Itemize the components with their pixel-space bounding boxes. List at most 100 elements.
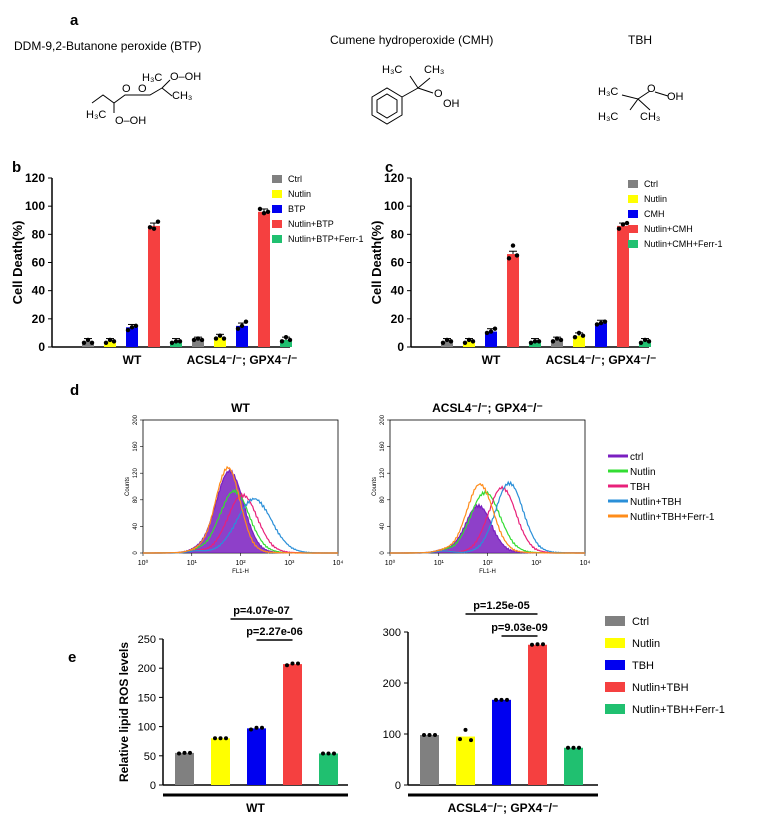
tbh-structure: H₃C O OH H₃C CH₃ — [598, 83, 684, 123]
d-ko-y-tick-label: 160 — [380, 441, 386, 452]
d-ko-y-tick-label: 0 — [380, 551, 386, 555]
e-wt-point — [188, 750, 192, 755]
c-point — [506, 256, 512, 261]
e-wt-point — [213, 736, 217, 741]
d-wt-histogram-nutlin-tbh-ferr-1 — [143, 465, 338, 554]
panel-label-b: b — [12, 159, 21, 176]
e-ko-y-tick-label: 0 — [395, 780, 401, 792]
b-legend-swatch — [272, 220, 282, 228]
cmh-title: Cumene hydroperoxide (CMH) — [330, 33, 493, 47]
b-legend-swatch — [272, 175, 282, 183]
c-group-label: WT — [482, 353, 501, 367]
d-wt-x-tick-label: 10³ — [284, 560, 295, 567]
panel-label-e: e — [68, 649, 76, 666]
c-point — [488, 329, 494, 334]
btp-label-4: O — [138, 83, 147, 95]
d-wt-y-tick-label: 0 — [133, 551, 139, 555]
btp-structure: H₃C O–OH O O CH₃ H₃C O–OH — [86, 71, 201, 127]
c-point — [440, 340, 446, 345]
b-legend-label: Nutlin+BTP+Ferr-1 — [288, 234, 364, 244]
b-legend-label: Nutlin — [288, 189, 311, 199]
e-legend-label: TBH — [632, 660, 654, 672]
b-legend-label: Nutlin+BTP — [288, 219, 334, 229]
e-wt-point — [224, 736, 228, 741]
e-ko-point — [505, 697, 509, 702]
c-point — [624, 220, 630, 226]
e-wt-point — [321, 751, 325, 756]
d-wt-y-label: Counts — [125, 477, 131, 496]
b-point — [173, 339, 179, 344]
d-wt-x-tick-label: 10⁰ — [138, 559, 149, 567]
c-legend-swatch — [628, 210, 638, 218]
b-y-tick-label: 20 — [32, 312, 46, 326]
e-ko-point — [422, 733, 426, 738]
c-legend-label: Nutlin+CMH — [644, 224, 693, 234]
e-wt-point — [254, 725, 259, 730]
d-legend-label: Nutlin+TBH+Ferr-1 — [630, 512, 715, 523]
e-ko-y-tick-label: 200 — [383, 678, 401, 690]
c-legend-swatch — [628, 240, 638, 248]
c-point — [620, 222, 626, 227]
b-bar — [192, 339, 204, 347]
d-ko-x-label: FL1-H — [479, 569, 496, 575]
e-wt-point — [177, 751, 181, 756]
btp-label-1: H₃C — [142, 72, 162, 84]
b-point — [239, 323, 245, 329]
d-legend-label: Nutlin — [630, 467, 656, 478]
c-legend-label: Nutlin — [644, 194, 667, 204]
b-y-tick-label: 100 — [25, 199, 45, 213]
b-group-label: WT — [123, 353, 142, 367]
chart-d-flow-ko: ACSL4⁻/⁻; GPX4⁻/⁻ 10⁰ 10¹ 10² 10³ 10⁴ 0 40 80 120… — [372, 401, 590, 575]
e-wt-group-label: WT — [246, 801, 265, 815]
d-ko-x-tick-label: 10¹ — [434, 560, 445, 567]
b-legend-swatch — [272, 235, 282, 243]
b-point — [287, 337, 293, 343]
e-ko-point — [571, 745, 576, 750]
d-ko-histogram-nutlin-tbh-ferr-1 — [390, 482, 585, 554]
chart-b-cell-death-btp: 0 20 40 60 80 100 120 Cell Death(%) WT ACSL4⁻/⁻; … — [10, 171, 364, 367]
b-y-tick-label: 40 — [32, 284, 46, 298]
d-ko-x-tick-label: 10⁰ — [385, 559, 396, 567]
b-point — [257, 206, 263, 212]
b-y-label: Cell Death(%) — [10, 221, 25, 305]
c-y-tick-label: 40 — [391, 284, 405, 298]
b-point — [147, 225, 153, 230]
b-point — [261, 211, 267, 216]
panel-label-a: a — [70, 12, 79, 29]
e-ko-point — [433, 733, 437, 738]
b-legend-swatch — [272, 205, 282, 213]
b-group-label: ACSL4⁻/⁻; GPX4⁻/⁻ — [187, 353, 298, 367]
c-point — [536, 339, 542, 344]
e-wt-point — [290, 661, 295, 666]
e-wt-bar — [283, 664, 302, 785]
c-bar — [595, 323, 607, 347]
b-point — [111, 339, 117, 344]
e-wt-y-tick-label: 0 — [150, 780, 156, 792]
b-point — [107, 337, 113, 343]
e-wt-bar — [247, 728, 266, 785]
c-point — [572, 334, 578, 340]
e-wt-p-value: p=2.27e-06 — [246, 626, 303, 638]
e-wt-bar — [211, 738, 230, 785]
b-point — [279, 339, 285, 344]
btp-label-2: O–OH — [170, 71, 201, 83]
tbh-title: TBH — [628, 33, 652, 47]
e-wt-point — [332, 751, 336, 756]
c-point — [638, 340, 644, 345]
b-bar — [280, 339, 292, 347]
e-ko-point — [577, 745, 581, 750]
e-wt-point — [285, 663, 289, 668]
c-point — [484, 330, 490, 336]
c-point — [466, 337, 472, 343]
chart-e-ros-wt: 0 50 100 150 200 250 Relative lipid ROS levels… — [117, 605, 348, 815]
e-legend-swatch — [605, 704, 625, 714]
c-point — [616, 226, 622, 231]
chart-e-ros-ko: 0 100 200 300 ACSL4⁻/⁻; GPX4⁻/⁻ p=1.25e-05 p=9… — [383, 600, 598, 815]
c-point — [462, 340, 468, 345]
e-ko-point — [469, 738, 473, 743]
c-y-tick-label: 20 — [391, 312, 405, 326]
e-wt-y-tick-label: 200 — [138, 663, 156, 675]
b-point — [177, 339, 183, 344]
c-y-label: Cell Death(%) — [369, 221, 384, 305]
b-y-tick-label: 80 — [32, 227, 46, 241]
